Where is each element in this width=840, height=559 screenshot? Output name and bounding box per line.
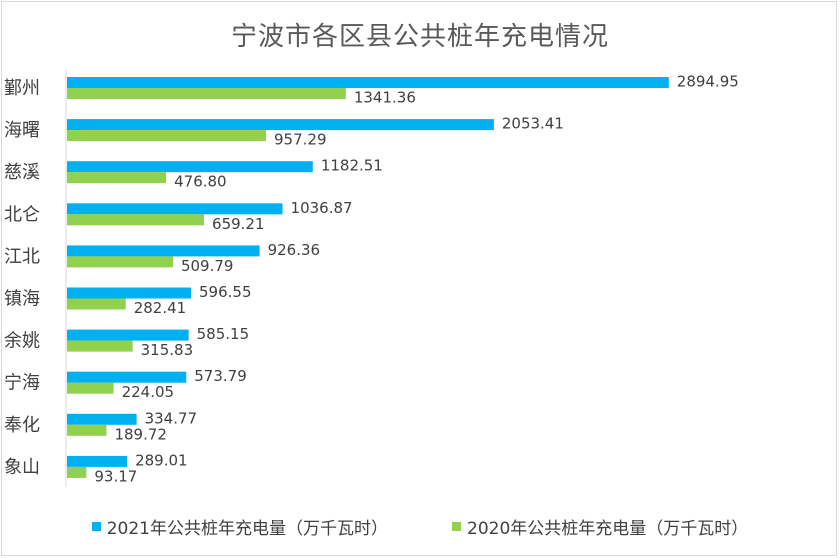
category-label: 宁海 (4, 373, 40, 394)
bar-2020 (67, 298, 126, 310)
category-label: 余姚 (4, 331, 40, 352)
legend-item-2020: 2020年公共桩年充电量（万千瓦时） (452, 514, 748, 539)
bar-2020 (67, 88, 346, 99)
legend-item-2021: 2021年公共桩年充电量（万千瓦时） (91, 514, 388, 539)
data-label-2021: 926.36 (268, 241, 321, 259)
data-label-2021: 2053.41 (502, 115, 564, 133)
bar-2021 (67, 119, 494, 131)
data-label-2020: 659.21 (212, 215, 264, 233)
category-label: 鄞州 (4, 78, 40, 99)
data-label-2020: 189.72 (114, 425, 167, 443)
data-label-2021: 1036.87 (291, 199, 353, 217)
category-label: 江北 (4, 246, 40, 267)
category-label: 象山 (4, 457, 40, 478)
data-label-2021: 585.15 (197, 325, 250, 343)
category-label: 镇海 (4, 289, 40, 310)
bar-2020 (67, 382, 114, 394)
data-label-2021: 596.55 (199, 283, 252, 301)
bar-2021 (67, 413, 137, 425)
data-label-2020: 282.41 (134, 299, 187, 317)
bar-2021 (67, 77, 669, 88)
data-label-2020: 224.05 (122, 383, 175, 401)
data-label-2020: 476.80 (174, 173, 227, 191)
bar-2020 (67, 424, 107, 436)
data-label-2020: 315.83 (141, 341, 194, 359)
data-label-2021: 1182.51 (321, 157, 383, 175)
bar-2021 (67, 455, 128, 467)
category-label: 海曙 (4, 120, 40, 141)
chart-title: 宁波市各区县公共桩年充电情况 (230, 22, 609, 52)
bar-2020 (67, 466, 87, 478)
bar-2020 (67, 340, 133, 352)
bar-2020 (67, 214, 205, 226)
bar-2021 (67, 329, 189, 341)
data-label-2021: 573.79 (194, 367, 247, 385)
legend-swatch-2021 (91, 522, 101, 531)
data-label-2021: 289.01 (135, 451, 188, 469)
bar-2020 (67, 172, 167, 184)
data-label-2020: 93.17 (94, 467, 137, 485)
legend-label-2021: 2021年公共桩年充电量（万千瓦时） (106, 519, 388, 539)
bar-2021 (67, 245, 260, 257)
bar-2021 (67, 161, 313, 173)
legend: 2021年公共桩年充电量（万千瓦时） 2020年公共桩年充电量（万千瓦时） (0, 514, 840, 539)
data-label-2021: 2894.95 (677, 73, 739, 91)
bar-2020 (67, 256, 173, 268)
bar-2021 (67, 287, 192, 299)
bar-2021 (67, 203, 283, 215)
category-label: 奉化 (4, 415, 40, 436)
bar-2021 (67, 371, 187, 383)
data-label-2021: 334.77 (145, 409, 198, 427)
data-label-2020: 957.29 (274, 131, 327, 149)
legend-label-2020: 2020年公共桩年充电量（万千瓦时） (467, 519, 749, 539)
category-label: 慈溪 (4, 162, 40, 183)
data-label-2020: 509.79 (181, 257, 234, 275)
bar-2020 (67, 130, 267, 142)
legend-swatch-2020 (452, 522, 461, 531)
data-label-2020: 1341.36 (354, 89, 416, 107)
category-label: 北仑 (4, 204, 40, 225)
